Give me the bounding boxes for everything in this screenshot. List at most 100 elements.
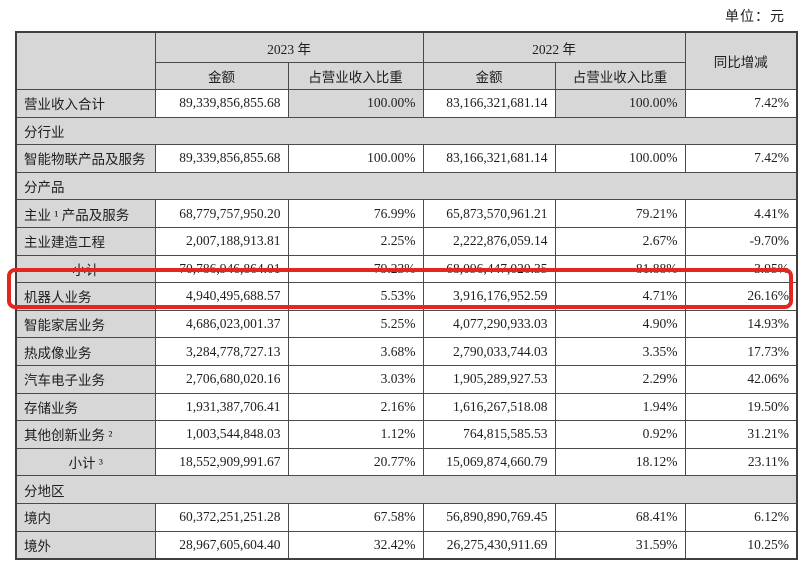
corner-blank-cell — [15, 31, 156, 90]
table-row: 其他创新业务 ² 1,003,544,848.03 1.12% 764,815,585… — [15, 420, 798, 449]
amount-2022: 83,166,321,681.14 — [422, 89, 556, 118]
amount-2022: 65,873,570,961.21 — [422, 199, 556, 228]
amount-2022: 83,166,321,681.14 — [422, 144, 556, 173]
amount-2023: 28,967,605,604.40 — [154, 530, 289, 560]
pct-2022: 1.94% — [554, 392, 686, 422]
amount-2023: 68,779,757,950.20 — [154, 199, 289, 228]
row-label: 营业收入合计 — [15, 89, 156, 118]
amount-2023: 18,552,909,991.67 — [154, 447, 289, 477]
amount-2022: 1,616,267,518.08 — [422, 392, 556, 422]
row-label: 其他创新业务 ² — [15, 420, 156, 449]
table-row: 境内 60,372,251,251.28 67.58% 56,890,890,769.… — [15, 502, 798, 532]
pct-2023: 3.03% — [287, 364, 424, 394]
amount-2023: 4,686,023,001.37 — [154, 309, 289, 339]
yoy-value: 6.12% — [684, 502, 798, 532]
pct-2022: 3.35% — [554, 337, 686, 366]
pct-2022: 31.59% — [554, 530, 686, 560]
pct-2023: 67.58% — [287, 502, 424, 532]
amount-2022: 68,096,447,020.35 — [422, 254, 556, 284]
pct-2023: 5.53% — [287, 282, 424, 311]
yoy-value: 26.16% — [684, 282, 798, 311]
amount-2023: 89,339,856,855.68 — [154, 144, 289, 173]
amount-2023: 2,706,680,020.16 — [154, 364, 289, 394]
amount-2023: 1,003,544,848.03 — [154, 420, 289, 449]
amount-2022: 4,077,290,933.03 — [422, 309, 556, 339]
unit-label: 单位：元 — [725, 10, 785, 25]
pct-2022: 68.41% — [554, 502, 686, 532]
pct-2023: 20.77% — [287, 447, 424, 477]
amount-2022: 764,815,585.53 — [422, 420, 556, 449]
row-label: 热成像业务 — [15, 337, 156, 366]
table-row: 热成像业务 3,284,778,727.13 3.68% 2,790,033,744.… — [15, 337, 798, 366]
amount-2022: 26,275,430,911.69 — [422, 530, 556, 560]
pct-2022: 4.90% — [554, 309, 686, 339]
amount-2023: 2,007,188,913.81 — [154, 226, 289, 256]
pct-2022: 4.71% — [554, 282, 686, 311]
table-header: 2023 年 2022 年 同比增减 金额 占营业收入比重 金额 占营业收入比重 — [15, 31, 798, 90]
amount-2023: 1,931,387,706.41 — [154, 392, 289, 422]
row-label: 小计 ³ — [15, 447, 156, 477]
pct-2022: 0.92% — [554, 420, 686, 449]
row-label: 智能物联产品及服务 — [15, 144, 156, 173]
amount-2022: 1,905,289,927.53 — [422, 364, 556, 394]
header-amount-2022: 金额 — [422, 62, 556, 90]
table-row: 小计 ³ 18,552,909,991.67 20.77% 15,069,874,66… — [15, 447, 798, 477]
pct-2022: 79.21% — [554, 199, 686, 228]
yoy-value: 19.50% — [684, 392, 798, 422]
pct-2023: 76.99% — [287, 199, 424, 228]
section-row: 分产品 — [15, 171, 798, 201]
pct-2022: 2.29% — [554, 364, 686, 394]
revenue-breakdown-table: 2023 年 2022 年 同比增减 金额 占营业收入比重 金额 占营业收入比重… — [15, 31, 798, 560]
yoy-value: -9.70% — [684, 226, 798, 256]
table-row: 营业收入合计 89,339,856,855.68 100.00% 83,166,321… — [15, 89, 798, 118]
header-year-2022: 2022 年 — [422, 31, 686, 63]
header-amount-2023: 金额 — [154, 62, 289, 90]
table-row: 汽车电子业务 2,706,680,020.16 3.03% 1,905,289,927… — [15, 364, 798, 394]
yoy-value: 31.21% — [684, 420, 798, 449]
table-row: 主业 ¹ 产品及服务 68,779,757,950.20 76.99% 65,873,… — [15, 199, 798, 228]
section-row: 分行业 — [15, 116, 798, 146]
table-row: 智能家居业务 4,686,023,001.37 5.25% 4,077,290,933… — [15, 309, 798, 339]
yoy-value: 42.06% — [684, 364, 798, 394]
pct-2022: 81.88% — [554, 254, 686, 284]
header-pct-2022: 占营业收入比重 — [554, 62, 686, 90]
yoy-value: 23.11% — [684, 447, 798, 477]
pct-2022: 2.67% — [554, 226, 686, 256]
table-body: 营业收入合计 89,339,856,855.68 100.00% 83,166,321… — [15, 89, 798, 560]
row-label: 汽车电子业务 — [15, 364, 156, 394]
row-label: 境内 — [15, 502, 156, 532]
pct-2023: 1.12% — [287, 420, 424, 449]
pct-2023: 2.16% — [287, 392, 424, 422]
table-row: 存储业务 1,931,387,706.41 2.16% 1,616,267,518.0… — [15, 392, 798, 422]
pct-2023: 100.00% — [287, 144, 424, 173]
pct-2023: 79.23% — [287, 254, 424, 284]
section-label: 分行业 — [15, 116, 798, 146]
section-row: 分地区 — [15, 475, 798, 504]
yoy-value: 14.93% — [684, 309, 798, 339]
row-label: 境外 — [15, 530, 156, 560]
amount-2022: 3,916,176,952.59 — [422, 282, 556, 311]
row-label: 主业建造工程 — [15, 226, 156, 256]
pct-2023: 100.00% — [287, 89, 424, 118]
pct-2022: 18.12% — [554, 447, 686, 477]
amount-2022: 2,222,876,059.14 — [422, 226, 556, 256]
row-label: 小计 — [15, 254, 156, 284]
yoy-value: 4.41% — [684, 199, 798, 228]
pct-2022: 100.00% — [554, 144, 686, 173]
yoy-value: 3.95% — [684, 254, 798, 284]
table-row-highlighted: 机器人业务 4,940,495,688.57 5.53% 3,916,176,952.… — [15, 282, 798, 311]
table-row: 智能物联产品及服务 89,339,856,855.68 100.00% 83,166,… — [15, 144, 798, 173]
amount-2023: 60,372,251,251.28 — [154, 502, 289, 532]
pct-2023: 32.42% — [287, 530, 424, 560]
amount-2022: 15,069,874,660.79 — [422, 447, 556, 477]
row-label: 机器人业务 — [15, 282, 156, 311]
section-label: 分产品 — [15, 171, 798, 201]
table-row: 境外 28,967,605,604.40 32.42% 26,275,430,911.… — [15, 530, 798, 560]
yoy-value: 7.42% — [684, 89, 798, 118]
amount-2023: 89,339,856,855.68 — [154, 89, 289, 118]
header-year-2023: 2023 年 — [154, 31, 424, 63]
row-label: 主业 ¹ 产品及服务 — [15, 199, 156, 228]
amount-2023: 70,786,946,864.01 — [154, 254, 289, 284]
pct-2022: 100.00% — [554, 89, 686, 118]
